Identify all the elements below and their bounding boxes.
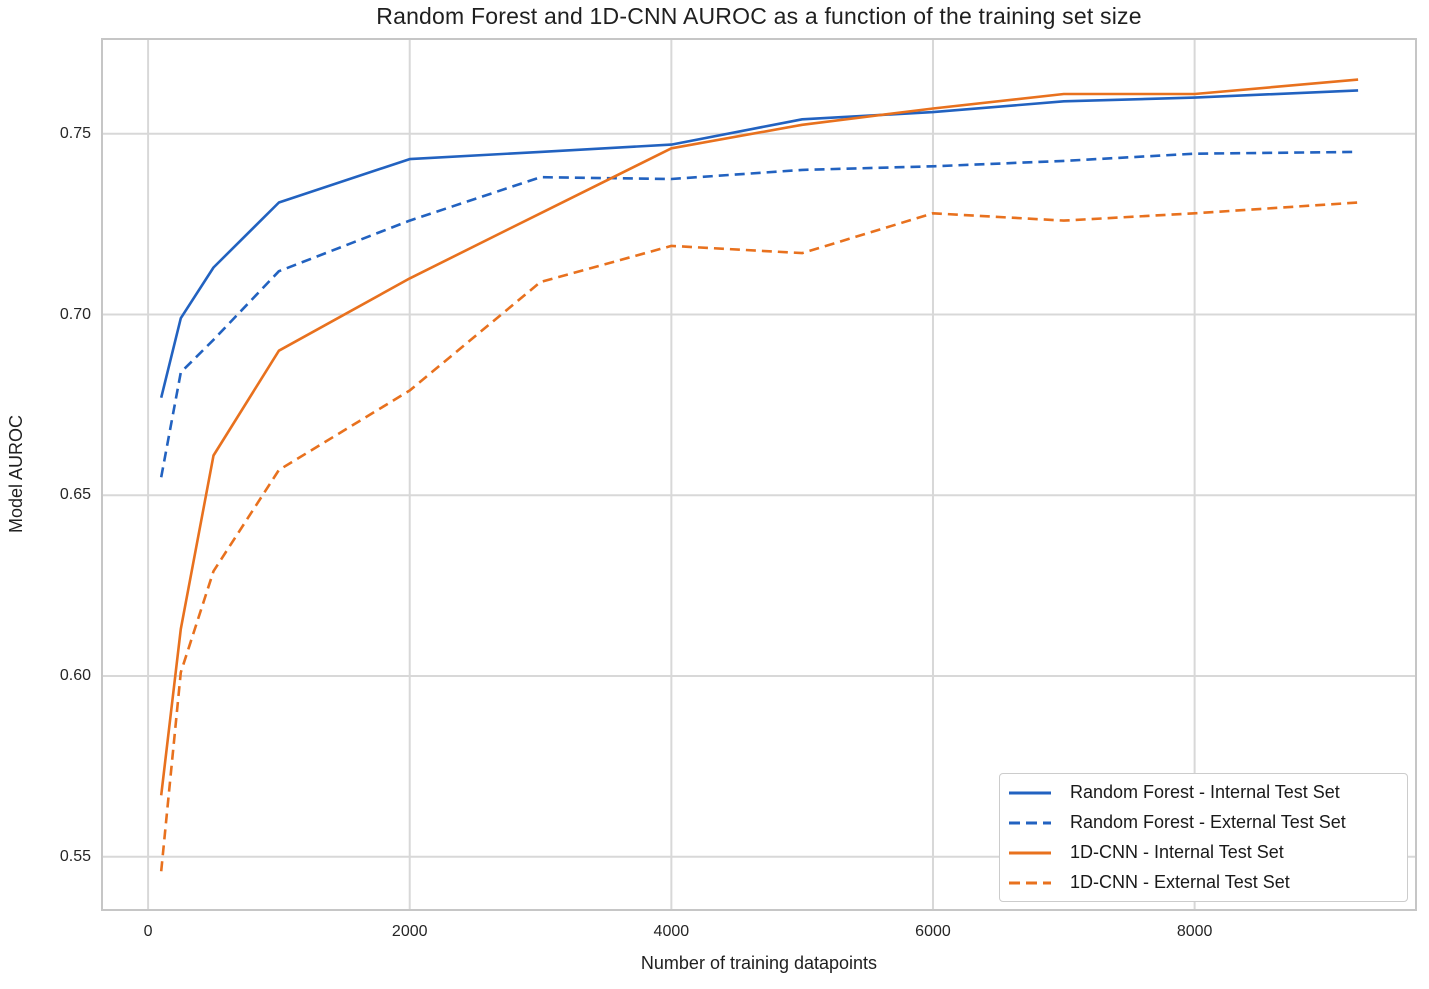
legend-item-rf-internal: Random Forest - Internal Test Set [1008, 778, 1401, 808]
x-axis-title: Number of training datapoints [640, 953, 878, 973]
series-line-3 [159, 201, 1359, 872]
x-tick-label: 2000 [391, 923, 428, 940]
legend-label: 1D-CNN - External Test Set [1070, 872, 1290, 892]
series-line-1 [159, 150, 1359, 478]
y-tick-label: 0.65 [59, 486, 91, 504]
series-line-0 [159, 89, 1359, 399]
y-tick-label: 0.55 [59, 847, 91, 865]
x-tick-label: 8000 [1176, 923, 1213, 940]
y-tick-label: 0.70 [59, 305, 91, 323]
y-tick-label: 0.75 [59, 124, 91, 142]
x-tick-label: 6000 [915, 923, 951, 940]
plot-area [101, 38, 1417, 911]
legend-item-rf-external: Random Forest - External Test Set [1008, 808, 1401, 838]
legend-label: Random Forest - External Test Set [1070, 812, 1346, 832]
x-tick-label: 4000 [653, 923, 690, 940]
y-tick-label: 0.60 [59, 667, 91, 685]
chart-title: Random Forest and 1D-CNN AUROC as a func… [376, 3, 1142, 29]
legend-item-cnn-external: 1D-CNN - External Test Set [1008, 868, 1401, 898]
legend-swatch-cnn-internal-solid-line-icon [1009, 851, 1051, 854]
plot-border [101, 38, 1417, 911]
x-tick-label: 0 [143, 923, 153, 940]
legend-label: Random Forest - Internal Test Set [1070, 782, 1340, 802]
series-line-2 [159, 78, 1359, 796]
legend: Random Forest - Internal Test Set Random… [999, 773, 1408, 902]
legend-label: 1D-CNN - Internal Test Set [1070, 842, 1284, 862]
legend-swatch-rf-internal-solid-line-icon [1009, 791, 1051, 794]
legend-item-cnn-internal: 1D-CNN - Internal Test Set [1008, 838, 1401, 868]
y-axis-title: Model AUROC [6, 414, 26, 534]
legend-swatch-rf-external-dashed-line-icon [1009, 821, 1051, 824]
legend-swatch-cnn-external-dashed-line-icon [1009, 881, 1051, 884]
